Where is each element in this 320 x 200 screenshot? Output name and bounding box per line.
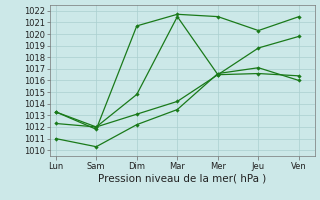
X-axis label: Pression niveau de la mer( hPa ): Pression niveau de la mer( hPa ): [98, 173, 267, 183]
